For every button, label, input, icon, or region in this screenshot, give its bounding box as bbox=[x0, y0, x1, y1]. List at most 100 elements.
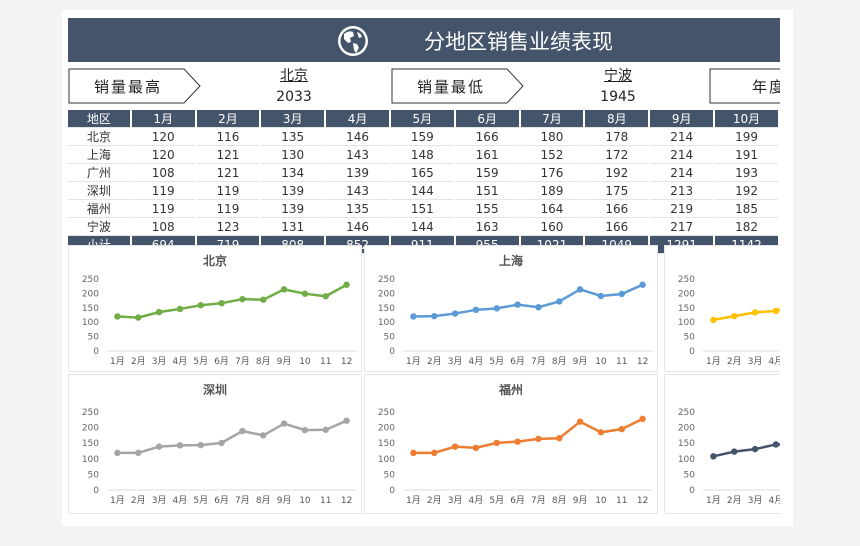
x-tick-label: 4月 bbox=[173, 356, 188, 367]
y-tick-label: 150 bbox=[678, 439, 695, 449]
column-header: 4月 bbox=[326, 110, 389, 128]
cell-value: 123 bbox=[196, 218, 260, 236]
x-tick-label: 8月 bbox=[256, 495, 271, 506]
data-point bbox=[751, 309, 759, 316]
x-tick-label: 11 bbox=[320, 357, 331, 367]
series-line bbox=[117, 419, 348, 455]
x-tick-label: 4月 bbox=[469, 356, 484, 367]
data-point bbox=[639, 415, 646, 423]
data-point bbox=[155, 308, 163, 316]
data-point bbox=[114, 449, 121, 457]
cell-value: 192 bbox=[585, 164, 649, 182]
cell-value: 199 bbox=[715, 128, 778, 146]
cell-value: 214 bbox=[650, 128, 714, 146]
cell-value: 148 bbox=[390, 146, 454, 164]
highlight-region: 北京 bbox=[280, 68, 308, 84]
cell-value: 176 bbox=[520, 164, 584, 182]
column-header: 5月 bbox=[390, 110, 454, 128]
y-tick-label: 250 bbox=[82, 275, 99, 285]
highlight-region: 宁波 bbox=[604, 68, 632, 84]
cell-value: 143 bbox=[326, 146, 389, 164]
x-tick-label: 1月 bbox=[406, 356, 421, 367]
y-tick-label: 200 bbox=[82, 289, 99, 299]
chart-1: 北京 0 50 100 150 200 250 1月 2月 3月 4月 5月 6月 7月 8月 9月 10 11 1… bbox=[68, 245, 362, 372]
x-tick-label: 5月 bbox=[489, 356, 504, 367]
y-tick-label: 200 bbox=[378, 289, 395, 299]
cell-value: 146 bbox=[326, 218, 389, 236]
data-point bbox=[731, 448, 738, 455]
table-row: 广州 108 121 134 139 165 159 176 192 214 193 bbox=[68, 164, 778, 182]
highlight-label: 销量最低 bbox=[416, 78, 485, 96]
cell-value: 144 bbox=[390, 218, 454, 236]
data-point bbox=[280, 286, 288, 293]
data-point bbox=[751, 445, 759, 453]
y-tick-label: 100 bbox=[678, 318, 695, 328]
series-line bbox=[713, 308, 780, 322]
data-point bbox=[197, 302, 204, 309]
cell-value: 146 bbox=[326, 128, 389, 146]
data-point bbox=[556, 298, 563, 305]
x-tick-label: 8月 bbox=[552, 495, 567, 506]
y-tick-label: 50 bbox=[384, 470, 396, 480]
chart-title: 深圳 bbox=[202, 383, 227, 397]
y-tick-label: 50 bbox=[384, 333, 396, 343]
x-tick-label: 3月 bbox=[748, 356, 763, 367]
data-point bbox=[493, 439, 500, 447]
y-tick-label: 50 bbox=[88, 333, 100, 343]
data-point bbox=[731, 312, 738, 320]
x-tick-label: 4月 bbox=[469, 495, 484, 506]
y-tick-label: 250 bbox=[678, 275, 695, 285]
x-tick-label: 5月 bbox=[489, 495, 504, 506]
x-tick-label: 2月 bbox=[427, 356, 442, 367]
data-point bbox=[597, 429, 605, 436]
cell-value: 192 bbox=[715, 182, 778, 200]
data-point bbox=[114, 313, 121, 320]
y-tick-label: 0 bbox=[389, 486, 395, 496]
cell-value: 119 bbox=[196, 182, 260, 200]
cell-region: 北京 bbox=[68, 128, 130, 146]
data-point bbox=[135, 314, 142, 321]
cell-value: 159 bbox=[455, 164, 519, 182]
data-point bbox=[343, 417, 350, 424]
x-tick-label: 4月 bbox=[173, 495, 188, 506]
cell-value: 166 bbox=[585, 218, 649, 236]
column-header: 10月 bbox=[715, 110, 778, 128]
title-banner: 分地区销售业绩表现 bbox=[68, 18, 780, 62]
cell-value: 135 bbox=[326, 200, 389, 218]
table-row: 宁波 108 123 131 146 144 163 160 166 217 182 bbox=[68, 218, 778, 236]
y-tick-label: 150 bbox=[82, 304, 99, 314]
cell-value: 155 bbox=[455, 200, 519, 218]
cell-value: 134 bbox=[261, 164, 325, 182]
y-tick-label: 50 bbox=[684, 333, 696, 343]
data-point bbox=[451, 310, 459, 317]
x-tick-label: 2月 bbox=[727, 495, 742, 506]
chart-3: 广州0501001502002501月2月3月4月5月6月7月8月9月10111… bbox=[664, 245, 780, 372]
y-tick-label: 100 bbox=[82, 455, 99, 465]
y-tick-label: 150 bbox=[678, 304, 695, 314]
x-tick-label: 4月 bbox=[769, 495, 780, 506]
y-tick-label: 0 bbox=[93, 486, 99, 496]
x-tick-label: 2月 bbox=[427, 495, 442, 506]
x-tick-label: 5月 bbox=[193, 495, 208, 506]
data-point bbox=[431, 312, 438, 320]
cell-value: 165 bbox=[390, 164, 454, 182]
cell-value: 120 bbox=[131, 128, 195, 146]
x-tick-label: 6月 bbox=[510, 495, 525, 506]
x-tick-label: 3月 bbox=[152, 356, 167, 367]
data-point bbox=[410, 449, 417, 457]
table-row: 北京 120 116 135 146 159 166 180 178 214 199 bbox=[68, 128, 778, 146]
data-point bbox=[218, 299, 225, 307]
column-header: 7月 bbox=[520, 110, 584, 128]
cell-value: 152 bbox=[520, 146, 584, 164]
data-point bbox=[576, 286, 584, 293]
data-point bbox=[772, 441, 780, 448]
x-tick-label: 7月 bbox=[235, 495, 250, 506]
data-point bbox=[301, 290, 309, 297]
highlight-value: 2033 bbox=[276, 89, 312, 105]
column-header: 9月 bbox=[650, 110, 714, 128]
data-point bbox=[410, 313, 417, 320]
data-point bbox=[322, 293, 329, 300]
cell-value: 121 bbox=[196, 146, 260, 164]
x-tick-label: 9月 bbox=[573, 356, 588, 367]
x-tick-label: 1月 bbox=[110, 356, 125, 367]
